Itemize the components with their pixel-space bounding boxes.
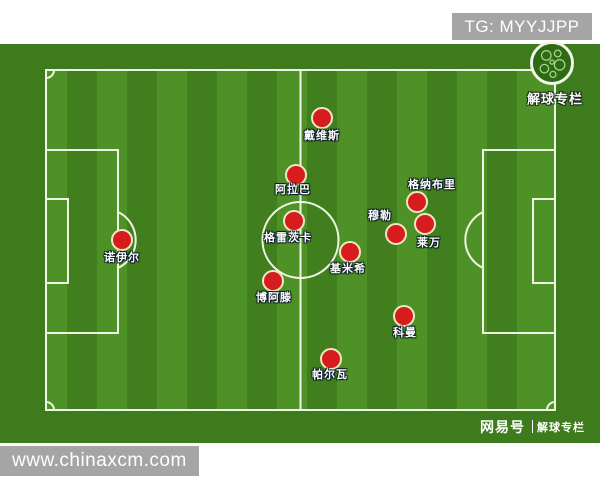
player-name-label: 科曼 [393, 327, 417, 339]
player-name-label: 博阿滕 [256, 292, 292, 304]
player-dot [320, 348, 342, 370]
player-dot [385, 223, 407, 245]
footer-divider [532, 420, 533, 433]
center-circle [261, 201, 340, 279]
player-dot [285, 164, 307, 186]
player-name-label: 格雷茨卡 [264, 232, 312, 244]
player-name-label: 穆勒 [368, 210, 392, 222]
right-goal-area [532, 198, 556, 284]
player-dot [311, 107, 333, 129]
player-name-label: 诺伊尔 [104, 252, 140, 264]
right-penalty-arc [464, 211, 484, 269]
telegram-watermark-text: TG: MYYJJPP [464, 16, 580, 36]
brand-logo-label: 解球专栏 [526, 91, 584, 107]
player-dot [283, 210, 305, 232]
site-watermark: www.chinaxcm.com [0, 446, 199, 476]
player-dot [414, 213, 436, 235]
footer-platform-label: 网易号 [480, 418, 525, 435]
telegram-watermark: TG: MYYJJPP [452, 13, 592, 40]
player-name-label: 阿拉巴 [275, 184, 311, 196]
corner-arc-top-left [45, 69, 55, 79]
site-watermark-text: www.chinaxcm.com [12, 450, 187, 471]
player-dot [393, 305, 415, 327]
left-penalty-arc [117, 211, 137, 269]
footer-channel-label: 解球专栏 [537, 421, 585, 434]
footer-brand: 网易号 解球专栏 [480, 417, 585, 436]
brand-logo [530, 41, 574, 85]
player-dot [111, 229, 133, 251]
player-dot [262, 270, 284, 292]
player-name-label: 基米希 [330, 263, 366, 275]
football-swirl-icon [533, 44, 571, 82]
player-dot [406, 191, 428, 213]
player-dot [339, 241, 361, 263]
player-name-label: 帕尔瓦 [312, 369, 348, 381]
corner-arc-bottom-left [45, 401, 55, 411]
player-name-label: 戴维斯 [304, 130, 340, 142]
left-goal-area [45, 198, 69, 284]
player-name-label: 莱万 [417, 237, 441, 249]
corner-arc-bottom-right [546, 401, 556, 411]
player-name-label: 格纳布里 [408, 179, 456, 191]
